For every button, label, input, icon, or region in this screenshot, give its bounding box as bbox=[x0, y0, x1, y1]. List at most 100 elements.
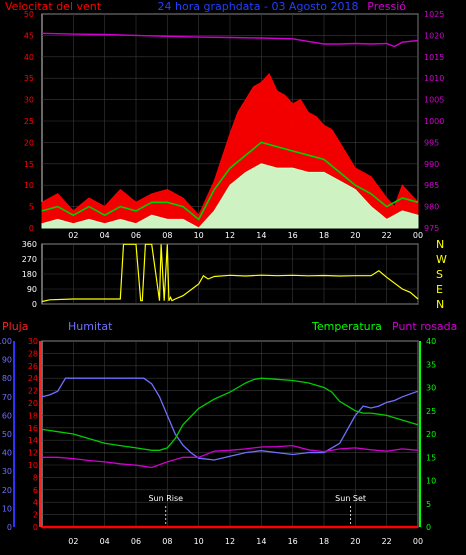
rain-label: Pluja bbox=[2, 320, 28, 333]
y-right-tick-label: 985 bbox=[424, 181, 439, 190]
chart-title: 24 hora graphdata - 03 Agosto 2018 bbox=[158, 0, 359, 13]
humidity-tick-label: 0 bbox=[7, 523, 12, 532]
x-tick-label: 20 bbox=[350, 537, 360, 546]
compass-label: E bbox=[436, 283, 443, 296]
rain-tick-label: 14 bbox=[28, 436, 38, 445]
rain-tick-label: 12 bbox=[28, 449, 38, 458]
direction-tick-label: 360 bbox=[22, 240, 37, 249]
y-tick-label: 50 bbox=[24, 10, 34, 19]
x-tick-label: 06 bbox=[131, 537, 141, 546]
x-tick-label: 16 bbox=[288, 537, 298, 546]
x-tick-label: 02 bbox=[68, 537, 78, 546]
y-right-tick-label: 975 bbox=[424, 224, 439, 233]
x-tick-label: 10 bbox=[194, 231, 204, 240]
rain-tick-label: 28 bbox=[28, 349, 38, 358]
humidity-label: Humitat bbox=[68, 320, 113, 333]
y-right-tick-label: 1015 bbox=[424, 53, 444, 62]
y-right-tick-label: 980 bbox=[424, 203, 439, 212]
x-tick-label: 08 bbox=[162, 537, 172, 546]
wind-min-area bbox=[41, 163, 419, 229]
temperature-tick-label: 5 bbox=[426, 500, 431, 509]
x-tick-label: 16 bbox=[288, 231, 298, 240]
wind-pressure-panel: 0510152025303540455097598098599099510001… bbox=[24, 10, 445, 240]
y-tick-label: 20 bbox=[24, 138, 34, 147]
x-tick-label: 20 bbox=[350, 231, 360, 240]
rain-tick-label: 16 bbox=[28, 424, 38, 433]
pressure-label: Pressió bbox=[367, 0, 406, 13]
y-tick-label: 40 bbox=[24, 53, 34, 62]
direction-tick-label: 0 bbox=[32, 300, 37, 309]
compass-label: W bbox=[436, 253, 447, 266]
direction-tick-label: 90 bbox=[27, 285, 37, 294]
y-tick-label: 0 bbox=[29, 224, 34, 233]
rain-tick-label: 8 bbox=[33, 473, 38, 482]
temperature-tick-label: 30 bbox=[426, 384, 436, 393]
humidity-tick-label: 80 bbox=[2, 374, 12, 383]
x-tick-label: 06 bbox=[131, 231, 141, 240]
rain-tick-label: 30 bbox=[28, 337, 38, 346]
humidity-tick-label: 10 bbox=[2, 504, 12, 513]
rain-tick-label: 26 bbox=[28, 362, 38, 371]
rain-tick-label: 4 bbox=[33, 498, 38, 507]
y-right-tick-label: 1025 bbox=[424, 10, 444, 19]
compass-label: S bbox=[436, 268, 443, 281]
x-tick-label: 18 bbox=[319, 537, 329, 546]
humidity-tick-label: 20 bbox=[2, 486, 12, 495]
pressure-line bbox=[41, 32, 419, 48]
humidity-tick-label: 50 bbox=[2, 430, 12, 439]
x-tick-label: 00 bbox=[413, 537, 423, 546]
y-right-tick-label: 990 bbox=[424, 160, 439, 169]
y-tick-label: 5 bbox=[29, 203, 34, 212]
wind-avg-line bbox=[41, 141, 419, 221]
rain-tick-label: 0 bbox=[33, 523, 38, 532]
x-tick-label: 18 bbox=[319, 231, 329, 240]
y-right-tick-label: 1005 bbox=[424, 96, 444, 105]
x-tick-label: 04 bbox=[100, 537, 110, 546]
y-right-tick-label: 995 bbox=[424, 138, 439, 147]
rain-tick-label: 22 bbox=[28, 387, 38, 396]
humidity-tick-label: 70 bbox=[2, 393, 12, 402]
temperature-label: Temperatura bbox=[311, 320, 382, 333]
wind-direction-line bbox=[41, 243, 419, 303]
compass-label: N bbox=[436, 238, 444, 251]
humidity-tick-label: 100 bbox=[0, 337, 12, 346]
direction-tick-label: 270 bbox=[22, 255, 37, 264]
x-tick-label: 08 bbox=[162, 231, 172, 240]
x-tick-label: 22 bbox=[382, 537, 392, 546]
temperature-tick-label: 10 bbox=[426, 477, 436, 486]
rain-tick-label: 20 bbox=[28, 399, 38, 408]
dew-point-label: Punt rosada bbox=[392, 320, 457, 333]
x-tick-label: 14 bbox=[256, 537, 266, 546]
rain-tick-label: 18 bbox=[28, 411, 38, 420]
x-tick-label: 14 bbox=[256, 231, 266, 240]
rain-tick-label: 10 bbox=[28, 461, 38, 470]
temperatura-line bbox=[41, 377, 419, 451]
temperature-tick-label: 0 bbox=[426, 523, 431, 532]
rain-tick-label: 2 bbox=[33, 511, 38, 520]
wind-speed-label: Velocitat del vent bbox=[5, 0, 102, 13]
y-right-tick-label: 1010 bbox=[424, 74, 444, 83]
x-tick-label: 12 bbox=[225, 231, 235, 240]
humidity-tick-label: 90 bbox=[2, 356, 12, 365]
temperature-tick-label: 35 bbox=[426, 360, 436, 369]
rain-tick-label: 24 bbox=[28, 374, 38, 383]
sun-annotation: Sun Set bbox=[335, 494, 366, 503]
x-tick-label: 04 bbox=[100, 231, 110, 240]
x-tick-label: 00 bbox=[413, 231, 423, 240]
y-right-tick-label: 1020 bbox=[424, 31, 444, 40]
humidity-tick-label: 40 bbox=[2, 449, 12, 458]
y-tick-label: 25 bbox=[24, 117, 34, 126]
y-right-tick-label: 1000 bbox=[424, 117, 444, 126]
temperature-humidity-panel: 0246810121416182022242628300102030405060… bbox=[0, 337, 436, 546]
humidity-tick-label: 60 bbox=[2, 411, 12, 420]
x-tick-label: 22 bbox=[382, 231, 392, 240]
punt-rosada-line bbox=[42, 444, 419, 469]
humitat-line bbox=[41, 377, 419, 461]
rain-tick-label: 6 bbox=[33, 486, 38, 495]
x-tick-label: 12 bbox=[225, 537, 235, 546]
y-tick-label: 15 bbox=[24, 160, 34, 169]
y-tick-label: 45 bbox=[24, 31, 34, 40]
x-tick-label: 02 bbox=[68, 231, 78, 240]
